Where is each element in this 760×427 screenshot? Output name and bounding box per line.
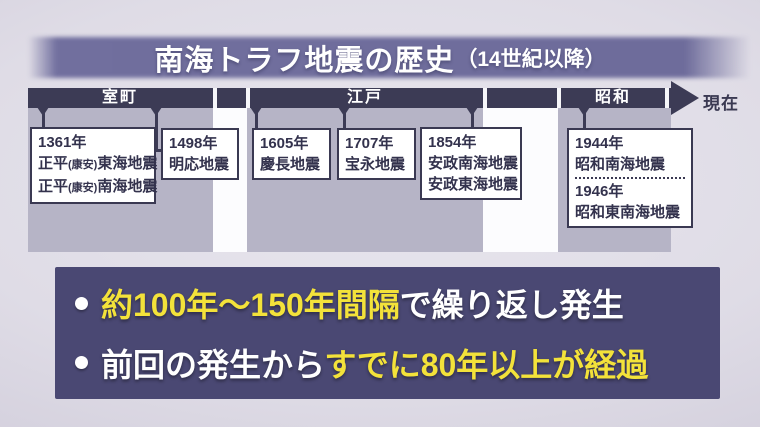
- summary-2-lead: 前回の発生から: [101, 346, 325, 383]
- now-label: 現在: [703, 94, 739, 113]
- event-name: 正平(康安)東海地震: [38, 155, 158, 172]
- connector-line: [255, 107, 258, 129]
- event-box-1854: 1854年 安政南海地震 安政東海地震: [420, 127, 522, 200]
- bullet-icon: [75, 356, 88, 370]
- connector-line: [42, 107, 45, 128]
- bullet-icon: [75, 296, 88, 310]
- event-name: 宝永地震: [345, 156, 406, 173]
- event-name: 昭和東南海地震: [575, 204, 681, 221]
- summary-line-1: 約100年～150年間隔で繰り返し発生: [75, 280, 720, 326]
- timeline-tick: [557, 88, 561, 108]
- summary-panel: 約100年～150年間隔で繰り返し発生 前回の発生からすでに80年以上が経過: [55, 267, 720, 399]
- dotted-divider: [575, 177, 685, 179]
- connector-line: [471, 107, 474, 128]
- event-year: 1498年: [169, 135, 218, 152]
- event-year: 1854年: [428, 134, 477, 151]
- connector-line: [155, 149, 164, 152]
- timeline-bar: [28, 88, 673, 108]
- timeline-tick: [483, 88, 487, 108]
- title-banner: [28, 37, 750, 78]
- event-name: 慶長地震: [260, 156, 321, 173]
- era-label-showa: 昭和: [594, 89, 632, 106]
- event-box-1605: 1605年 慶長地震: [252, 128, 331, 180]
- title-main-text: 南海トラフ地震の歴史: [154, 44, 455, 77]
- event-box-1707: 1707年 宝永地震: [337, 128, 416, 180]
- event-box-1361: 1361年 正平(康安)東海地震 正平(康安)南海地震: [30, 127, 158, 204]
- event-box-1944-1946: 1944年 昭和南海地震 1946年 昭和東南海地震: [567, 128, 693, 228]
- event-name: 昭和南海地震: [575, 156, 666, 173]
- summary-1-highlight: 約100年～150年間隔: [101, 287, 400, 324]
- era-label-edo: 江戸: [346, 89, 384, 106]
- timeline-tick: [246, 88, 250, 108]
- page-title: 南海トラフ地震の歴史 （14世紀以降）: [0, 36, 760, 79]
- connector-line: [155, 107, 158, 152]
- event-name: 安政東海地震: [428, 176, 519, 193]
- title-qualifier-text: （14世紀以降）: [456, 47, 606, 71]
- timeline-arrow-icon: [671, 81, 699, 115]
- summary-1-rest: で繰り返し発生: [399, 287, 624, 324]
- event-year: 1605年: [260, 135, 309, 152]
- event-name: 正平(康安)南海地震: [38, 178, 158, 195]
- event-name: 明応地震: [169, 156, 230, 173]
- event-year: 1707年: [345, 135, 394, 152]
- event-year: 1361年: [38, 134, 87, 151]
- event-box-1498: 1498年 明応地震: [161, 128, 239, 180]
- connector-line: [343, 107, 346, 129]
- event-name: 安政南海地震: [428, 155, 519, 172]
- event-year: 1946年: [575, 183, 624, 200]
- summary-line-2: 前回の発生からすでに80年以上が経過: [75, 340, 720, 386]
- timeline-tick: [665, 88, 669, 108]
- connector-line: [583, 107, 586, 129]
- event-year: 1944年: [575, 135, 624, 152]
- summary-2-highlight: すでに80年以上が経過: [324, 346, 649, 383]
- timeline-tick: [213, 88, 217, 108]
- era-label-muromachi: 室町: [101, 89, 139, 106]
